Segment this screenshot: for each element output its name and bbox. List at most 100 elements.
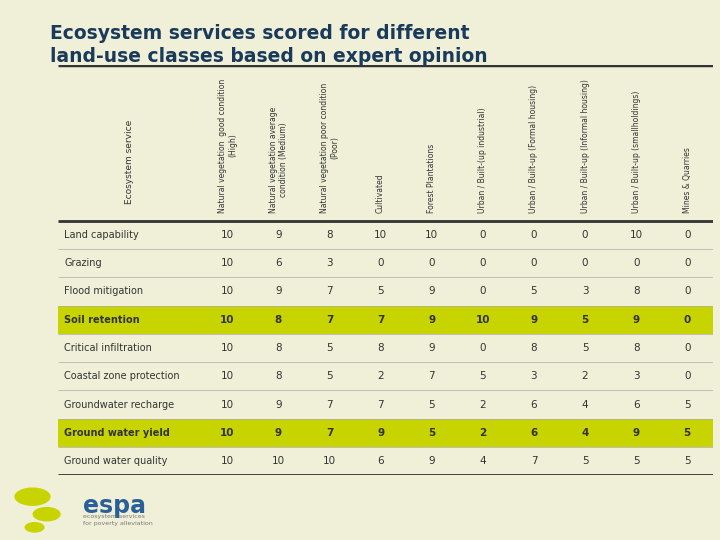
Text: 9: 9 — [377, 428, 384, 438]
Ellipse shape — [24, 522, 45, 532]
Text: 10: 10 — [221, 400, 234, 409]
Text: 8: 8 — [326, 230, 333, 240]
Text: 5: 5 — [683, 428, 691, 438]
Text: 0: 0 — [428, 258, 435, 268]
Text: 2: 2 — [480, 400, 486, 409]
Text: 0: 0 — [684, 258, 690, 268]
Text: Flood mitigation: Flood mitigation — [64, 286, 143, 296]
Text: 2: 2 — [582, 371, 588, 381]
Text: 3: 3 — [531, 371, 537, 381]
Text: 10: 10 — [476, 315, 490, 325]
Text: 7: 7 — [377, 400, 384, 409]
Text: Coastal zone protection: Coastal zone protection — [64, 371, 180, 381]
Text: 5: 5 — [377, 286, 384, 296]
Text: 7: 7 — [326, 315, 333, 325]
Text: Ecosystem service: Ecosystem service — [125, 120, 134, 204]
Text: 9: 9 — [633, 428, 639, 438]
Text: 0: 0 — [684, 371, 690, 381]
Text: 0: 0 — [582, 258, 588, 268]
Text: 8: 8 — [531, 343, 537, 353]
Bar — [58, 362, 713, 390]
Text: 9: 9 — [428, 343, 435, 353]
Text: 10: 10 — [220, 315, 235, 325]
Text: Critical infiltration: Critical infiltration — [64, 343, 152, 353]
Text: 10: 10 — [374, 230, 387, 240]
Bar — [58, 249, 713, 278]
Text: 5: 5 — [428, 400, 435, 409]
Text: 5: 5 — [582, 343, 588, 353]
Text: 5: 5 — [326, 371, 333, 381]
Text: 5: 5 — [326, 343, 333, 353]
Text: 7: 7 — [377, 315, 384, 325]
Text: Natural vegetation  good condition
(High): Natural vegetation good condition (High) — [217, 78, 237, 213]
Text: 8: 8 — [633, 343, 639, 353]
Text: Natural vegetation poor condition
(Poor): Natural vegetation poor condition (Poor) — [320, 82, 339, 213]
Text: 0: 0 — [683, 315, 691, 325]
Text: 3: 3 — [633, 371, 639, 381]
Text: 7: 7 — [326, 400, 333, 409]
Text: 6: 6 — [377, 456, 384, 466]
Text: 5: 5 — [684, 400, 690, 409]
Text: 10: 10 — [221, 343, 234, 353]
Text: 0: 0 — [480, 258, 486, 268]
Text: espa: espa — [83, 494, 145, 518]
Text: 3: 3 — [326, 258, 333, 268]
Text: 9: 9 — [633, 315, 639, 325]
Text: 7: 7 — [326, 286, 333, 296]
Text: 5: 5 — [684, 456, 690, 466]
Text: 5: 5 — [582, 456, 588, 466]
Text: 9: 9 — [428, 315, 436, 325]
Text: Soil retention: Soil retention — [64, 315, 140, 325]
Text: 8: 8 — [275, 343, 282, 353]
Text: 0: 0 — [480, 230, 486, 240]
Text: 9: 9 — [428, 456, 435, 466]
Text: 9: 9 — [275, 400, 282, 409]
Text: 0: 0 — [582, 230, 588, 240]
Text: 0: 0 — [684, 230, 690, 240]
Text: Urban / Built-up (Formal housing): Urban / Built-up (Formal housing) — [529, 84, 539, 213]
Text: 10: 10 — [221, 286, 234, 296]
Text: 5: 5 — [480, 371, 486, 381]
Bar — [58, 221, 713, 249]
Text: Mines & Quarries: Mines & Quarries — [683, 147, 692, 213]
Text: Cultivated: Cultivated — [376, 173, 385, 213]
Bar — [58, 418, 713, 447]
Text: 4: 4 — [582, 400, 588, 409]
Text: 6: 6 — [531, 428, 538, 438]
Text: 8: 8 — [633, 286, 639, 296]
Text: 0: 0 — [531, 258, 537, 268]
Text: 7: 7 — [428, 371, 435, 381]
Text: Land capability: Land capability — [64, 230, 139, 240]
Text: 5: 5 — [633, 456, 639, 466]
Text: Ground water quality: Ground water quality — [64, 456, 168, 466]
Text: 6: 6 — [633, 400, 639, 409]
Text: 4: 4 — [480, 456, 486, 466]
Bar — [58, 334, 713, 362]
Text: 10: 10 — [272, 456, 285, 466]
Text: 0: 0 — [684, 343, 690, 353]
Text: 10: 10 — [221, 371, 234, 381]
Text: ecosystem services
for poverty alleviation: ecosystem services for poverty alleviati… — [83, 514, 153, 525]
Text: 4: 4 — [581, 428, 589, 438]
Text: 7: 7 — [326, 428, 333, 438]
Ellipse shape — [32, 507, 60, 522]
Text: 2: 2 — [377, 371, 384, 381]
Text: 9: 9 — [428, 286, 435, 296]
Text: Forest Plantations: Forest Plantations — [427, 143, 436, 213]
Text: 5: 5 — [428, 428, 436, 438]
Text: Urban / Built-(up industrial): Urban / Built-(up industrial) — [478, 107, 487, 213]
Text: 10: 10 — [221, 230, 234, 240]
Bar — [58, 447, 713, 475]
Text: Groundwater recharge: Groundwater recharge — [64, 400, 174, 409]
Text: Urban / Built-up (smallholdings): Urban / Built-up (smallholdings) — [631, 90, 641, 213]
Text: 0: 0 — [480, 286, 486, 296]
Text: 10: 10 — [629, 230, 643, 240]
Text: 5: 5 — [582, 315, 589, 325]
Text: 8: 8 — [275, 315, 282, 325]
Text: Ecosystem services scored for different
land-use classes based on expert opinion: Ecosystem services scored for different … — [50, 24, 488, 66]
Text: 10: 10 — [323, 456, 336, 466]
Text: 7: 7 — [531, 456, 537, 466]
Text: 9: 9 — [275, 286, 282, 296]
Ellipse shape — [14, 488, 50, 506]
Text: 6: 6 — [275, 258, 282, 268]
